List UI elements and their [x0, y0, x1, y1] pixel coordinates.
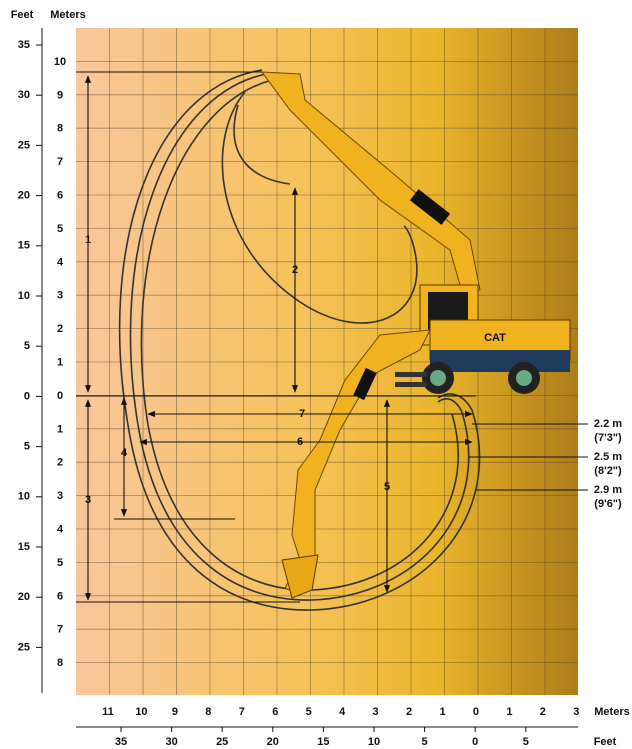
dimension-label: 6	[297, 436, 303, 448]
meters-tick-label: 3	[57, 290, 63, 302]
bottom-feet-tick-label: 20	[267, 736, 279, 748]
meters-tick-label: 6	[57, 190, 63, 202]
meters-tick-label: 6	[57, 590, 63, 602]
feet-tick-label: 10	[18, 290, 30, 302]
bottom-meters-tick-label: 1	[439, 706, 445, 718]
bottom-feet-tick-label: 30	[165, 736, 177, 748]
dimension-label: 4	[121, 447, 128, 459]
feet-tick-label: 5	[24, 441, 30, 453]
meters-tick-label: 1	[57, 423, 63, 435]
feet-tick-label: 25	[18, 641, 30, 653]
bottom-meters-tick-label: 3	[573, 706, 579, 718]
feet-tick-label: 35	[18, 39, 30, 51]
envelope-outer	[118, 69, 481, 611]
meters-tick-label: 5	[57, 223, 63, 235]
bottom-meters-title: Meters	[594, 706, 629, 718]
clearance-imperial: (8'2")	[594, 465, 622, 477]
meters-tick-label: 2	[57, 323, 63, 335]
meters-tick-label: 4	[57, 256, 64, 268]
clearance-imperial: (9'6")	[594, 498, 622, 510]
envelope-middle	[129, 73, 470, 601]
bottom-feet-tick-label: 15	[317, 736, 329, 748]
bottom-meters-tick-label: 6	[272, 706, 278, 718]
bottom-meters-tick-label: 8	[205, 706, 211, 718]
clearance-metric: 2.2 m	[594, 418, 622, 430]
bottom-meters-tick-label: 0	[473, 706, 479, 718]
clearance-imperial: (7'3")	[594, 432, 622, 444]
meters-tick-label: 1	[57, 357, 63, 369]
bottom-feet-tick-label: 35	[115, 736, 127, 748]
clearance-metric: 2.9 m	[594, 484, 622, 496]
bottom-feet-tick-label: 10	[368, 736, 380, 748]
feet-tick-label: 25	[18, 139, 30, 151]
bottom-meters-tick-label: 9	[172, 706, 178, 718]
feet-tick-label: 15	[18, 541, 30, 553]
feet-tick-label: 20	[18, 591, 30, 603]
meters-tick-label: 9	[57, 89, 63, 101]
feet-tick-label: 0	[24, 390, 30, 402]
meters-tick-label: 7	[57, 156, 63, 168]
badge: CAT	[484, 332, 506, 344]
bottom-meters-tick-label: 11	[102, 706, 114, 718]
dimension-label: 1	[85, 234, 91, 246]
bottom-feet-tick-label: 5	[422, 736, 428, 748]
dimension-label: 5	[384, 481, 390, 493]
meters-tick-label: 2	[57, 457, 63, 469]
clearance-metric: 2.5 m	[594, 451, 622, 463]
meters-tick-label: 3	[57, 490, 63, 502]
bottom-meters-tick-label: 7	[239, 706, 245, 718]
dimension-label: 7	[299, 408, 305, 420]
feet-tick-label: 10	[18, 491, 30, 503]
feet-tick-label: 5	[24, 340, 30, 352]
bottom-feet-tick-label: 5	[523, 736, 529, 748]
bottom-meters-tick-label: 10	[135, 706, 147, 718]
bottom-meters-tick-label: 2	[540, 706, 546, 718]
bottom-feet-title: Feet	[594, 736, 617, 748]
meters-tick-label: 8	[57, 657, 63, 669]
envelope-reach-loop	[221, 91, 418, 324]
bottom-meters-tick-label: 3	[373, 706, 379, 718]
meters-tick-label: 7	[57, 624, 63, 636]
bottom-meters-tick-label: 2	[406, 706, 412, 718]
left-meters-title: Meters	[50, 9, 85, 21]
dimension-label: 2	[292, 264, 298, 276]
bottom-meters-tick-label: 1	[506, 706, 512, 718]
envelope-inner	[140, 79, 459, 591]
feet-tick-label: 15	[18, 240, 30, 252]
bottom-meters-tick-label: 5	[306, 706, 312, 718]
meters-tick-label: 4	[57, 524, 64, 536]
envelope-arm-tip	[233, 104, 291, 185]
bottom-feet-tick-label: 0	[472, 736, 478, 748]
left-feet-title: Feet	[11, 9, 34, 21]
meters-tick-label: 10	[54, 56, 66, 68]
feet-tick-label: 20	[18, 190, 30, 202]
feet-tick-label: 30	[18, 89, 30, 101]
excavator	[260, 71, 571, 599]
meters-tick-label: 8	[57, 123, 63, 135]
dimension-label: 3	[85, 494, 91, 506]
meters-tick-label: 5	[57, 557, 63, 569]
meters-tick-label: 0	[57, 390, 63, 402]
bottom-meters-tick-label: 4	[339, 706, 346, 718]
bottom-feet-tick-label: 25	[216, 736, 228, 748]
